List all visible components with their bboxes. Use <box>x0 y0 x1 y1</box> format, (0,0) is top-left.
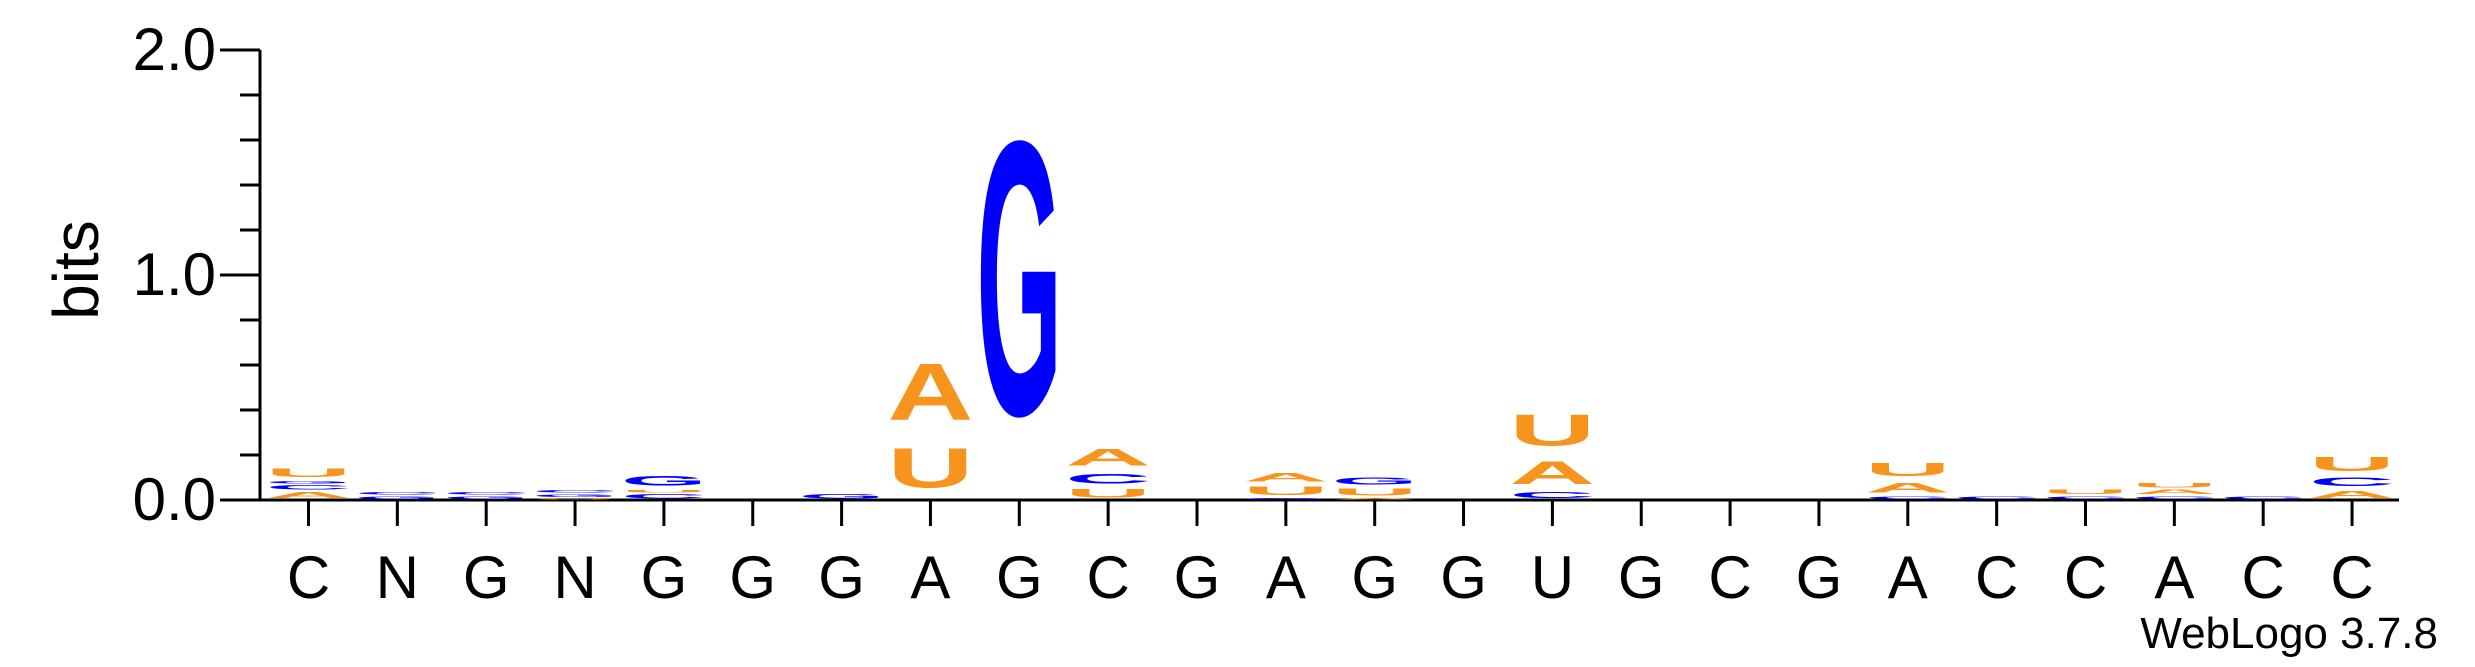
x-tick-label: C <box>1708 544 1751 611</box>
logo-glyph-A: A <box>1243 471 1329 485</box>
logo-glyph-C: C <box>532 489 618 493</box>
logo-glyph-C: C <box>2309 475 2395 489</box>
logo-glyph-U: U <box>2043 489 2129 496</box>
logo-glyph-C: C <box>2043 495 2129 499</box>
logo-glyph-G: G <box>976 59 1062 497</box>
logo-glyph-U: U <box>1865 460 1951 480</box>
x-tick-label: G <box>1618 544 1665 611</box>
y-tick-label: 0.0 <box>133 466 216 533</box>
logo-glyph-U: U <box>266 466 352 480</box>
x-tick-label: A <box>1888 544 1928 611</box>
logo-glyph-U: U <box>1243 484 1329 498</box>
x-tick-label: G <box>1174 544 1221 611</box>
logo-glyph-C: C <box>354 491 440 495</box>
x-tick-label: C <box>2330 544 2373 611</box>
logo-glyph-C: C <box>1865 495 1951 499</box>
logo-glyph-C: C <box>1509 491 1595 500</box>
logo-glyph-C: C <box>2131 495 2217 499</box>
weblogo-credit: WebLogo 3.7.8 <box>2140 609 2438 658</box>
x-tick-label: N <box>553 544 596 611</box>
x-tick-label: C <box>1975 544 2018 611</box>
logo-glyph-U: U <box>532 498 618 500</box>
logo-glyph-U: U <box>1332 487 1418 498</box>
logo-glyph-G: G <box>621 473 707 489</box>
logo-glyph-G: G <box>1332 475 1418 486</box>
x-tick-label: A <box>910 544 950 611</box>
x-tick-label: G <box>1351 544 1398 611</box>
y-tick-label: 1.0 <box>133 241 216 308</box>
logo-glyph-A: A <box>2309 489 2395 500</box>
axis-layer: 0.01.02.0C N G N G G G A G C G A G G U G C G A C C A C C <box>133 16 2400 611</box>
x-tick-label: N <box>376 544 419 611</box>
logo-glyph-U: U <box>1065 486 1151 500</box>
x-tick-label: G <box>818 544 865 611</box>
logo-glyph-C: C <box>1065 471 1151 487</box>
logo-glyph-A: A <box>1509 455 1595 491</box>
logo-glyph-U: U <box>2131 482 2217 489</box>
y-axis-label: bits <box>40 220 112 320</box>
x-tick-label: C <box>2064 544 2107 611</box>
logo-glyph-G: G <box>532 493 618 498</box>
x-tick-label: G <box>463 544 510 611</box>
x-tick-label: A <box>1266 544 1306 611</box>
logo-glyph-C: C <box>266 484 352 491</box>
logo-glyph-C: C <box>2220 495 2306 499</box>
x-tick-label: C <box>287 544 330 611</box>
logo-glyph-A: A <box>1865 480 1951 496</box>
x-tick-label: U <box>1531 544 1574 611</box>
x-tick-label: G <box>1796 544 1843 611</box>
y-tick-label: 2.0 <box>133 16 216 83</box>
logo-glyph-A: A <box>1065 444 1151 471</box>
logo-glyph-C: C <box>1954 495 2040 499</box>
x-tick-label: C <box>2242 544 2285 611</box>
x-tick-label: C <box>1086 544 1129 611</box>
logo-glyph-G: G <box>443 495 529 500</box>
logo-glyph-U: U <box>887 437 973 500</box>
x-tick-label: G <box>996 544 1043 611</box>
logo-glyph-C: C <box>443 491 529 495</box>
logo-glyph-U: U <box>1509 406 1595 455</box>
logo-glyph-A: A <box>2131 489 2217 496</box>
logo-glyph-C: C <box>621 493 707 500</box>
logo-glyph-A: A <box>1332 498 1418 500</box>
x-tick-label: A <box>2154 544 2194 611</box>
x-tick-label: G <box>641 544 688 611</box>
logo-glyph-G: G <box>799 493 885 500</box>
logo-glyph-A: A <box>887 347 973 437</box>
logo-glyph-G: G <box>266 480 352 485</box>
logo-glyph-G: G <box>354 495 440 500</box>
x-tick-label: G <box>729 544 776 611</box>
logo-glyph-U: U <box>621 489 707 493</box>
x-tick-label: G <box>1440 544 1487 611</box>
logo-glyph-U: U <box>2309 453 2395 475</box>
logo-glyph-G: G <box>1243 498 1329 500</box>
logo-glyph-A: A <box>266 491 352 500</box>
